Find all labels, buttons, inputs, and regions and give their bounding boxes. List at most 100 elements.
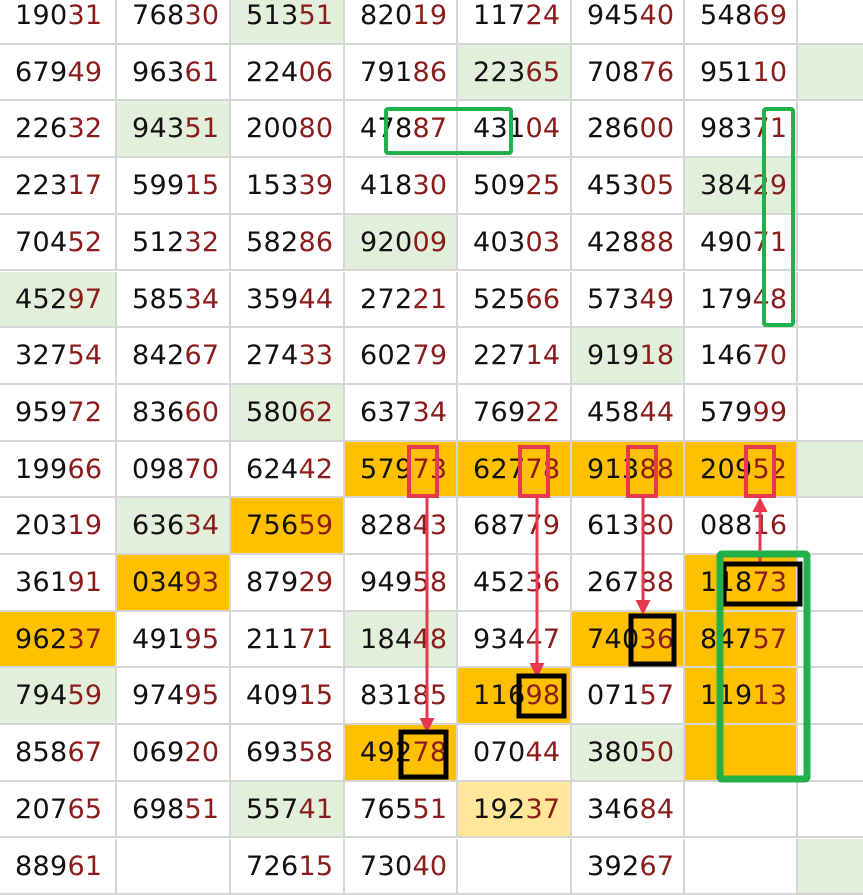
grid-cell[interactable] — [798, 612, 863, 669]
grid-cell[interactable]: 34684 — [572, 782, 685, 839]
grid-cell[interactable]: 95972 — [0, 385, 117, 442]
grid-cell[interactable]: 62778 — [458, 442, 572, 499]
grid-cell[interactable] — [685, 782, 798, 839]
grid-cell[interactable]: 82019 — [345, 0, 458, 45]
grid-cell[interactable]: 95110 — [685, 45, 798, 102]
grid-cell[interactable] — [798, 45, 863, 102]
grid-cell[interactable]: 83185 — [345, 668, 458, 725]
grid-cell[interactable]: 43104 — [458, 101, 572, 158]
grid-cell[interactable] — [798, 782, 863, 839]
grid-cell[interactable]: 51232 — [117, 215, 231, 272]
grid-cell[interactable]: 50925 — [458, 158, 572, 215]
grid-cell[interactable]: 76830 — [117, 0, 231, 45]
grid-cell[interactable]: 40303 — [458, 215, 572, 272]
grid-cell[interactable]: 21171 — [231, 612, 345, 669]
grid-cell[interactable] — [798, 158, 863, 215]
grid-cell[interactable] — [117, 839, 231, 895]
grid-cell[interactable]: 84757 — [685, 612, 798, 669]
grid-cell[interactable]: 54869 — [685, 0, 798, 45]
grid-cell[interactable]: 91918 — [572, 328, 685, 385]
grid-cell[interactable] — [798, 555, 863, 612]
grid-cell[interactable]: 96237 — [0, 612, 117, 669]
grid-cell[interactable]: 93447 — [458, 612, 572, 669]
grid-cell[interactable]: 22317 — [0, 158, 117, 215]
grid-cell[interactable]: 96361 — [117, 45, 231, 102]
grid-cell[interactable]: 39267 — [572, 839, 685, 895]
grid-cell[interactable]: 41830 — [345, 158, 458, 215]
grid-cell[interactable] — [798, 725, 863, 782]
grid-cell[interactable]: 62442 — [231, 442, 345, 499]
grid-cell[interactable]: 11873 — [685, 555, 798, 612]
grid-cell[interactable]: 19237 — [458, 782, 572, 839]
grid-cell[interactable]: 08816 — [685, 498, 798, 555]
grid-cell[interactable]: 19966 — [0, 442, 117, 499]
grid-cell[interactable]: 45236 — [458, 555, 572, 612]
grid-cell[interactable]: 20080 — [231, 101, 345, 158]
grid-cell[interactable]: 76551 — [345, 782, 458, 839]
grid-cell[interactable]: 59915 — [117, 158, 231, 215]
grid-cell[interactable]: 63734 — [345, 385, 458, 442]
grid-cell[interactable]: 98371 — [685, 101, 798, 158]
grid-cell[interactable]: 58534 — [117, 272, 231, 329]
grid-cell[interactable] — [798, 668, 863, 725]
grid-cell[interactable]: 67949 — [0, 45, 117, 102]
grid-cell[interactable]: 38050 — [572, 725, 685, 782]
grid-cell[interactable]: 22406 — [231, 45, 345, 102]
grid-cell[interactable]: 75659 — [231, 498, 345, 555]
grid-cell[interactable]: 07044 — [458, 725, 572, 782]
grid-cell[interactable]: 20765 — [0, 782, 117, 839]
grid-cell[interactable]: 97495 — [117, 668, 231, 725]
grid-cell[interactable]: 73040 — [345, 839, 458, 895]
grid-cell[interactable]: 82843 — [345, 498, 458, 555]
grid-cell[interactable]: 32754 — [0, 328, 117, 385]
grid-cell[interactable]: 09870 — [117, 442, 231, 499]
grid-cell[interactable]: 20319 — [0, 498, 117, 555]
grid-cell[interactable]: 69851 — [117, 782, 231, 839]
grid-cell[interactable]: 52566 — [458, 272, 572, 329]
grid-cell[interactable]: 70452 — [0, 215, 117, 272]
grid-cell[interactable] — [798, 442, 863, 499]
grid-cell[interactable]: 84267 — [117, 328, 231, 385]
grid-cell[interactable]: 40915 — [231, 668, 345, 725]
grid-cell[interactable]: 92009 — [345, 215, 458, 272]
grid-cell[interactable] — [798, 839, 863, 895]
grid-cell[interactable]: 68779 — [458, 498, 572, 555]
grid-cell[interactable]: 87929 — [231, 555, 345, 612]
grid-cell[interactable]: 85867 — [0, 725, 117, 782]
grid-cell[interactable]: 94958 — [345, 555, 458, 612]
grid-cell[interactable] — [458, 839, 572, 895]
grid-cell[interactable]: 79459 — [0, 668, 117, 725]
grid-cell[interactable]: 36191 — [0, 555, 117, 612]
grid-cell[interactable]: 58062 — [231, 385, 345, 442]
grid-cell[interactable]: 51351 — [231, 0, 345, 45]
grid-cell[interactable]: 18448 — [345, 612, 458, 669]
grid-cell[interactable]: 15339 — [231, 158, 345, 215]
grid-cell[interactable]: 07157 — [572, 668, 685, 725]
grid-cell[interactable]: 22714 — [458, 328, 572, 385]
grid-cell[interactable]: 63634 — [117, 498, 231, 555]
grid-cell[interactable]: 22365 — [458, 45, 572, 102]
grid-cell[interactable]: 28600 — [572, 101, 685, 158]
grid-cell[interactable]: 79186 — [345, 45, 458, 102]
grid-cell[interactable]: 61380 — [572, 498, 685, 555]
grid-cell[interactable]: 45844 — [572, 385, 685, 442]
grid-cell[interactable] — [798, 498, 863, 555]
grid-cell[interactable]: 49278 — [345, 725, 458, 782]
grid-cell[interactable] — [685, 839, 798, 895]
grid-cell[interactable]: 06920 — [117, 725, 231, 782]
grid-cell[interactable]: 14670 — [685, 328, 798, 385]
grid-cell[interactable]: 11698 — [458, 668, 572, 725]
grid-cell[interactable]: 42888 — [572, 215, 685, 272]
grid-cell[interactable]: 26788 — [572, 555, 685, 612]
grid-cell[interactable]: 57999 — [685, 385, 798, 442]
grid-cell[interactable]: 49071 — [685, 215, 798, 272]
grid-cell[interactable]: 83660 — [117, 385, 231, 442]
grid-cell[interactable]: 94540 — [572, 0, 685, 45]
grid-cell[interactable] — [798, 0, 863, 45]
grid-cell[interactable]: 22632 — [0, 101, 117, 158]
grid-cell[interactable]: 72615 — [231, 839, 345, 895]
grid-cell[interactable] — [798, 215, 863, 272]
grid-cell[interactable]: 94351 — [117, 101, 231, 158]
grid-cell[interactable]: 27221 — [345, 272, 458, 329]
grid-cell[interactable]: 19031 — [0, 0, 117, 45]
